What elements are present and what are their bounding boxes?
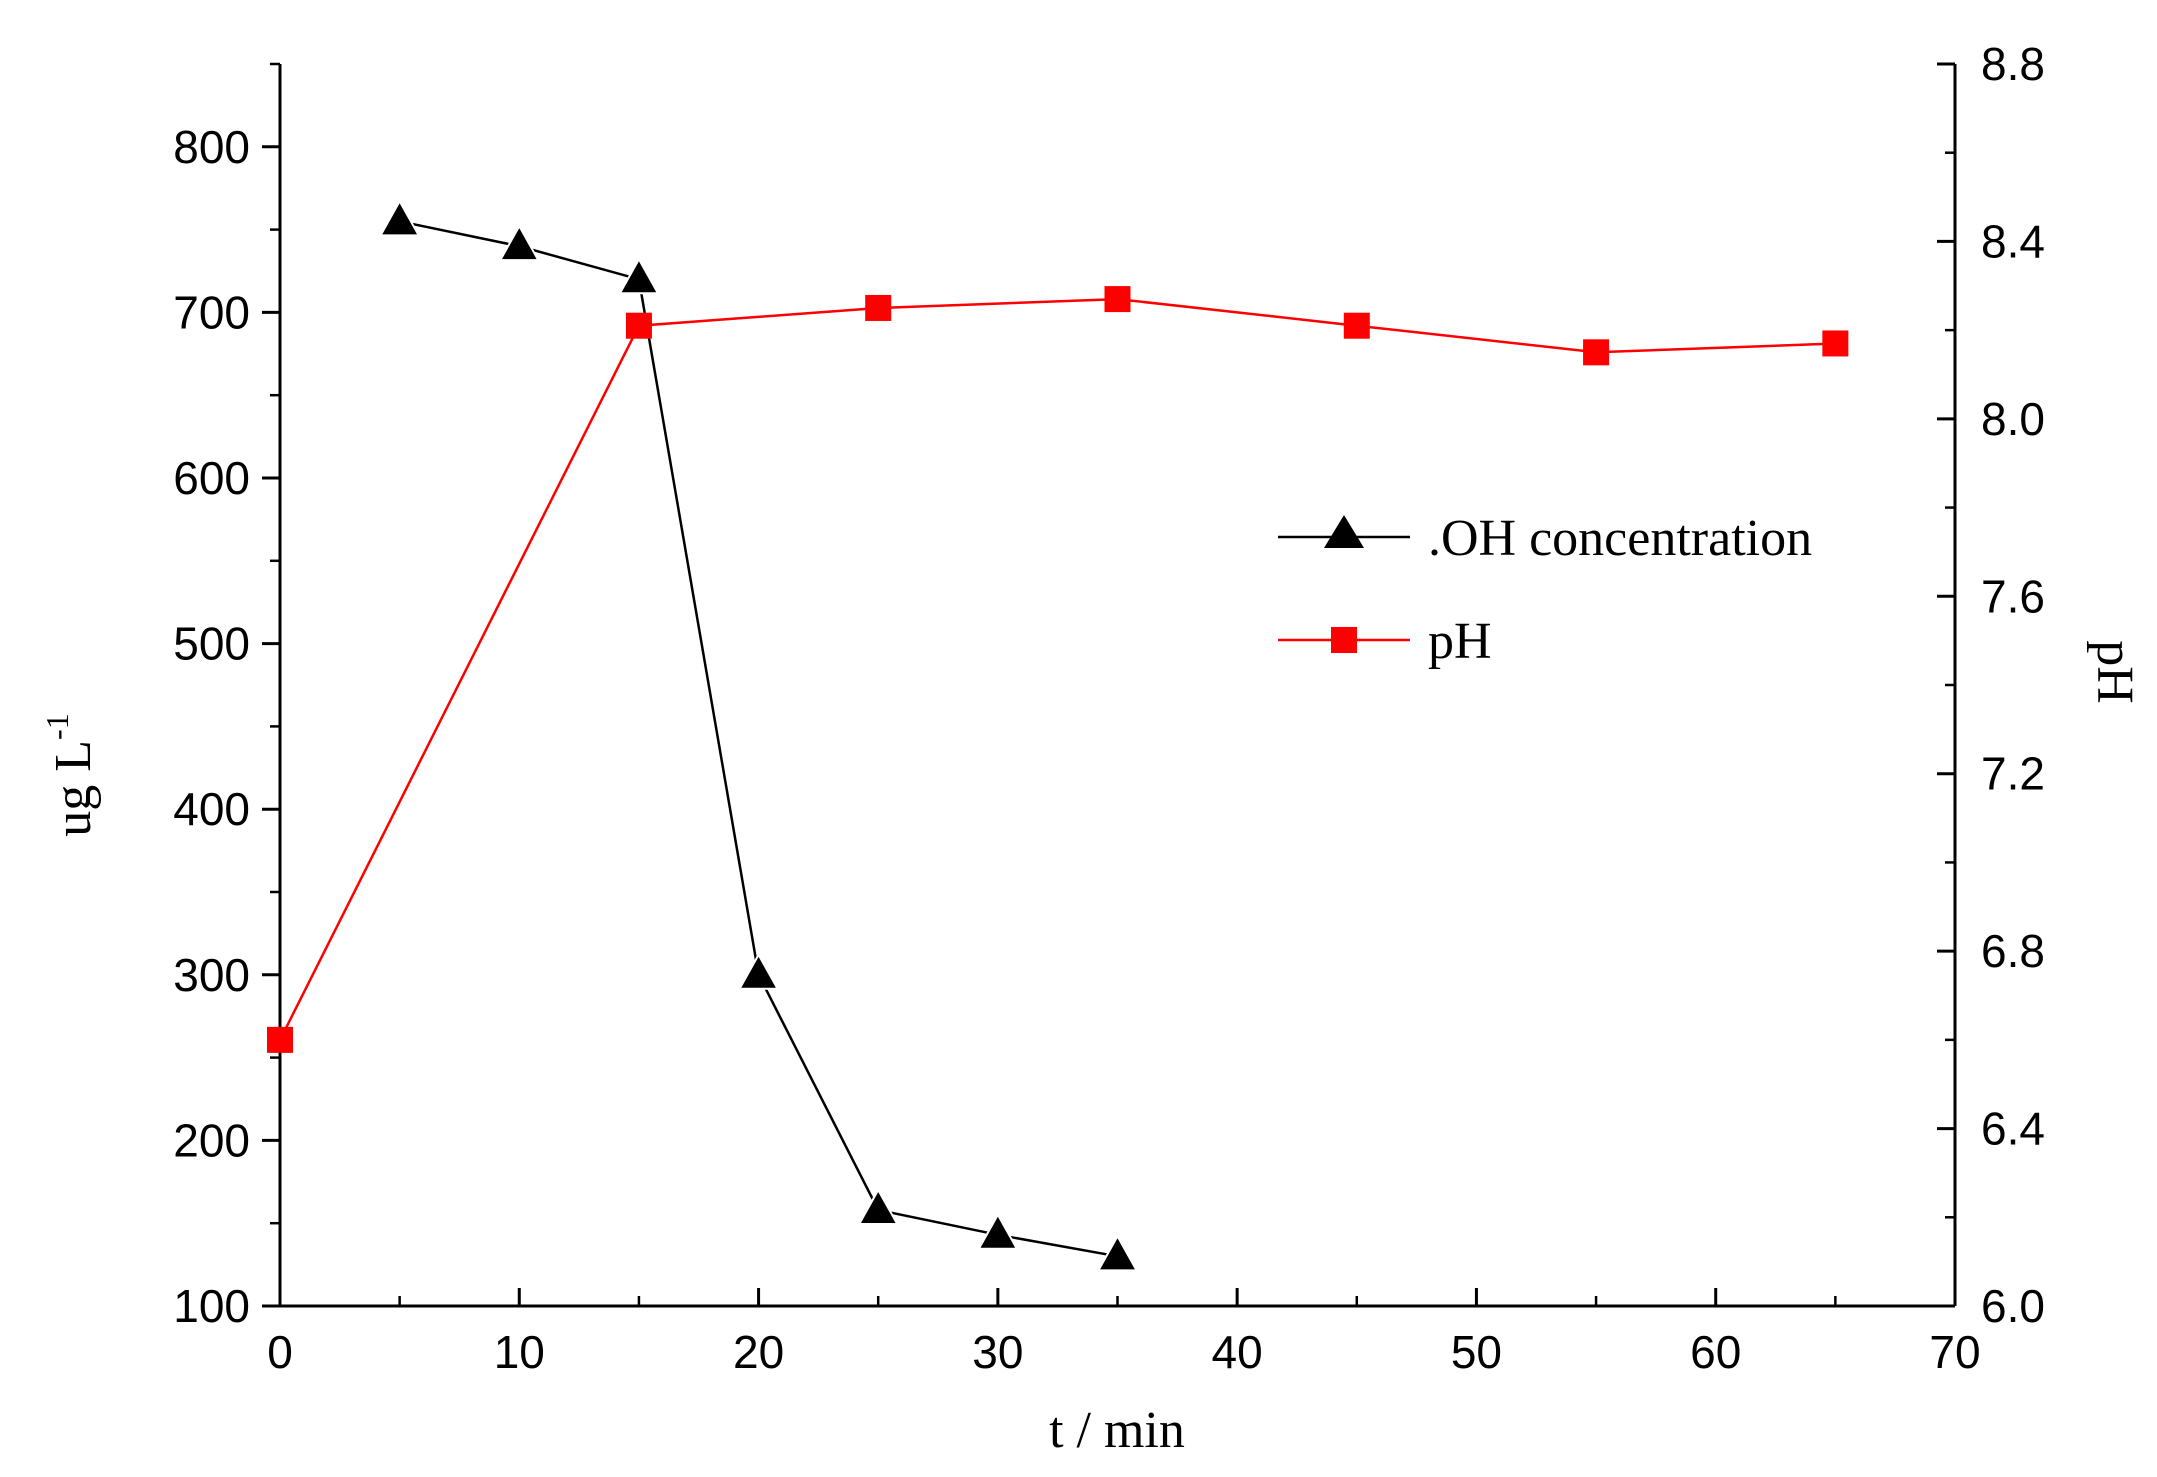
ph-data-point	[625, 312, 652, 339]
x-tick-label: 60	[1690, 1326, 1741, 1378]
svg-text:ug L-1: ug L-1	[39, 713, 102, 836]
y-right-tick-label: 8.4	[1981, 215, 2045, 267]
legend-ph-square-marker	[1331, 627, 1357, 653]
y-left-tick-label: 600	[173, 452, 250, 504]
legend-oh-triangle-marker	[1324, 515, 1364, 548]
x-tick-label: 0	[267, 1326, 293, 1378]
y-left-tick-label: 100	[173, 1280, 250, 1332]
y-left-tick-label: 500	[173, 618, 250, 670]
oh-data-point	[1096, 1234, 1139, 1272]
legend-oh-label: .OH concentration	[1428, 510, 1812, 567]
x-tick-label: 20	[733, 1326, 784, 1378]
y-right-tick-label: 6.0	[1981, 1280, 2045, 1332]
y-left-tick-label: 800	[173, 121, 250, 173]
x-tick-label: 50	[1451, 1326, 1502, 1378]
x-tick-label: 30	[972, 1326, 1023, 1378]
y-left-tick-label: 400	[173, 783, 250, 835]
y-left-tick-label: 300	[173, 949, 250, 1001]
y-right-axis-title: pH	[2086, 640, 2143, 704]
ph-data-point	[1583, 339, 1610, 366]
ph-data-point	[1343, 312, 1370, 339]
y-right-tick-label: 7.6	[1981, 570, 2045, 622]
ph-data-point	[1822, 330, 1849, 357]
x-axis-title: t / min	[1049, 1402, 1185, 1459]
y-right-tick-label: 8.8	[1981, 38, 2045, 90]
x-tick-label: 10	[494, 1326, 545, 1378]
ph-data-point	[267, 1026, 293, 1053]
y-left-tick-label: 200	[173, 1114, 250, 1166]
ph-series-line	[278, 297, 1836, 1041]
series	[267, 199, 1849, 1272]
x-tick-label: 40	[1212, 1326, 1263, 1378]
oh-data-point	[857, 1187, 899, 1225]
oh-data-point	[498, 224, 540, 262]
y-right-tick-label: 8.0	[1981, 393, 2045, 445]
oh-data-point	[618, 257, 660, 295]
y-right-tick-label: 6.8	[1981, 925, 2045, 977]
ticks: 0 10 20 30 40 50 60 70 100 200 300 400 500 600 700 800 6…	[173, 38, 2045, 1378]
svg-text:pH: pH	[2086, 640, 2143, 704]
oh-series-line	[399, 220, 1118, 1258]
oh-data-point	[737, 952, 780, 990]
oh-data-point	[977, 1212, 1019, 1250]
legend: .OH concentration pH	[1278, 510, 1812, 670]
y-left-axis-title-base: ug L	[45, 740, 102, 837]
y-right-tick-label: 6.4	[1981, 1103, 2045, 1155]
y-left-axis-title: ug L-1	[39, 713, 102, 836]
oh-data-point	[378, 199, 421, 237]
y-right-tick-label: 7.2	[1981, 748, 2045, 800]
ph-data-point	[865, 294, 892, 321]
y-left-axis-title-superscript: -1	[39, 713, 75, 740]
x-tick-label: 70	[1929, 1326, 1980, 1378]
legend-ph-label: pH	[1428, 613, 1492, 670]
y-left-tick-label: 700	[173, 286, 250, 338]
ph-data-point	[1104, 286, 1131, 313]
